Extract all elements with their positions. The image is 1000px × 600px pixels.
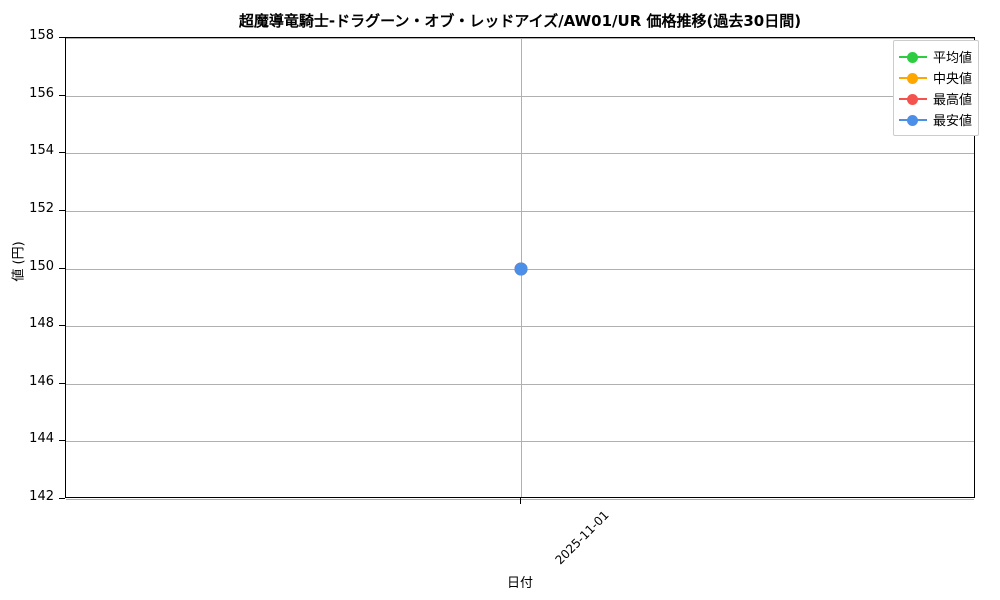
y-tick-mark — [59, 382, 65, 384]
gridline-horizontal — [66, 210, 974, 212]
y-tick-label: 152 — [29, 200, 54, 216]
legend-item-label: 中央値 — [933, 72, 973, 87]
chart-title: 超魔導竜騎士-ドラグーン・オブ・レッドアイズ/AW01/UR 価格推移(過去30… — [238, 12, 802, 30]
y-axis-label: 値 (円) — [11, 241, 27, 282]
y-tick-mark — [59, 209, 65, 211]
y-tick-mark — [59, 94, 65, 96]
y-tick-label: 158 — [29, 28, 54, 43]
legend-marker-icon — [899, 113, 927, 127]
legend-item-label: 最安値 — [933, 114, 973, 129]
y-tick-mark — [59, 267, 65, 269]
legend-marker-icon — [899, 71, 927, 85]
legend-item[interactable]: 平均値 — [899, 46, 972, 67]
legend-item[interactable]: 中央値 — [899, 67, 972, 88]
y-tick-label: 148 — [29, 316, 54, 332]
y-tick-label: 154 — [29, 143, 54, 159]
legend-item-label: 最高値 — [933, 93, 973, 108]
y-tick-mark — [59, 37, 65, 38]
y-tick-mark — [59, 325, 65, 327]
legend-item[interactable]: 最安値 — [899, 109, 972, 130]
y-tick-label: 142 — [29, 489, 54, 504]
data-point — [514, 262, 528, 275]
legend-item-label: 平均値 — [933, 51, 973, 66]
y-tick-label: 146 — [29, 373, 54, 389]
y-tick-label: 150 — [29, 258, 54, 274]
gridline-horizontal — [66, 153, 974, 155]
x-tick-mark — [520, 498, 521, 504]
chart-legend[interactable]: 平均値中央値最高値最安値 — [893, 40, 980, 136]
legend-marker-icon — [899, 92, 927, 106]
x-axis-label: 日付 — [506, 576, 533, 591]
legend-marker-icon — [899, 50, 927, 64]
legend-item[interactable]: 最高値 — [899, 88, 972, 109]
y-tick-label: 144 — [29, 431, 54, 447]
x-tick-label: 2025-11-01 — [552, 508, 612, 568]
gridline-horizontal — [66, 326, 974, 328]
gridline-horizontal — [66, 95, 974, 97]
y-tick-label: 156 — [29, 85, 54, 101]
plot-area — [65, 37, 975, 500]
gridline-horizontal — [66, 383, 974, 385]
y-tick-mark — [59, 498, 65, 499]
gridline-horizontal — [66, 38, 974, 39]
gridline-horizontal — [66, 441, 974, 443]
y-tick-mark — [59, 440, 65, 442]
y-tick-mark — [59, 152, 65, 154]
